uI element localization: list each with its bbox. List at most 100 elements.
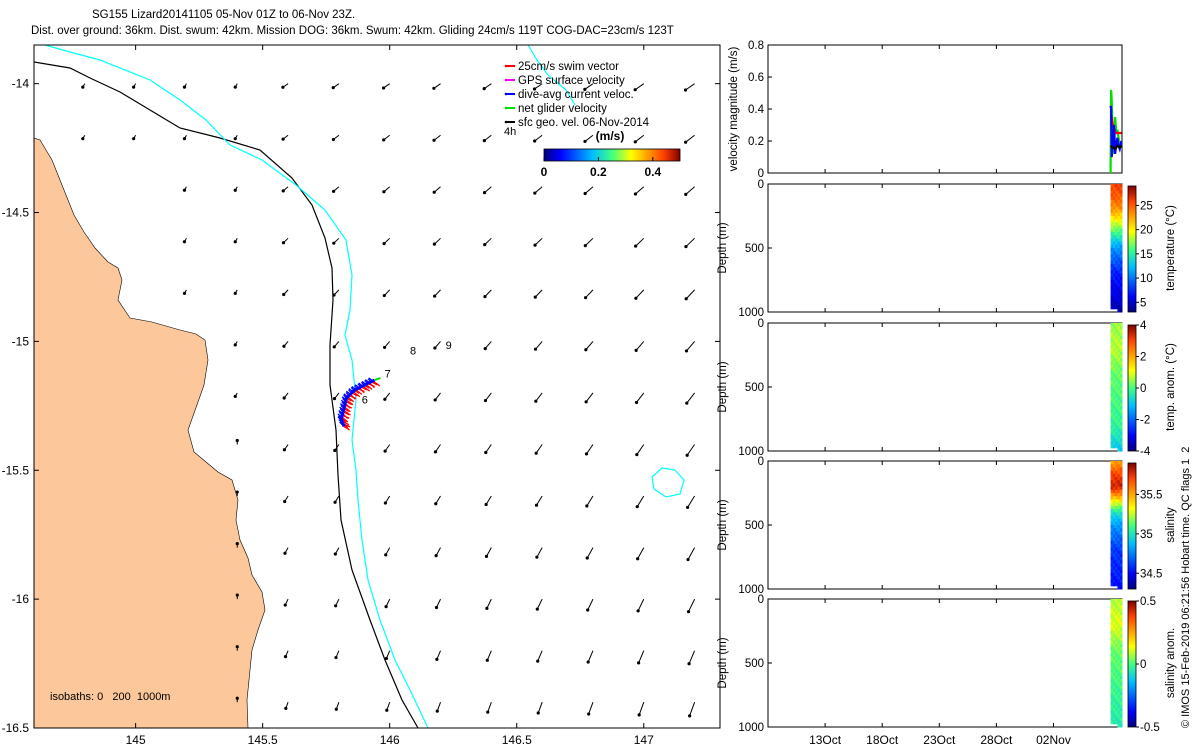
section-cell [1117,483,1121,488]
section-cell [1110,428,1114,433]
section-cell [1110,502,1114,507]
section-cell [1115,232,1118,236]
colorbar-label: temperature (°C) [1165,205,1177,291]
section-cell [1119,537,1123,542]
section-cell [1117,409,1121,414]
section-cell [1112,187,1116,191]
section-cell [1112,305,1116,310]
section-cell [1119,374,1123,378]
section-cell [1112,563,1116,568]
section-cell [1115,679,1118,683]
section-cell [1119,467,1123,472]
velocity-arrow-head [684,297,688,301]
section-cell [1119,308,1123,313]
section-cell [1117,464,1121,468]
section-cell [1119,435,1123,439]
velocity-arrow [485,392,492,401]
velocity-arrow-head [382,138,386,142]
velocity-arrow-head [182,291,187,295]
section-cell [1110,489,1114,494]
velocity-arrow-head [482,87,486,91]
section-cell [1117,390,1121,394]
section-cell [1110,640,1114,645]
section-cell [1117,232,1121,236]
section-cell [1112,351,1116,356]
velocity-arrow [686,444,696,456]
velocity-arrow [535,444,543,454]
velocity-arrow-head [333,448,337,453]
velocity-arrow-head [584,348,588,352]
colorbar-tick-label: 0 [541,165,548,179]
section-cell [1119,666,1123,670]
section-cell [1119,653,1123,658]
section-cell [1110,286,1114,291]
section-cell [1112,393,1116,398]
velocity-arrow-head [484,450,488,455]
section-cell [1110,222,1114,227]
section-cell [1119,650,1123,654]
section-cell [1110,425,1114,430]
section-cell [1110,196,1114,201]
section-cell [1115,512,1118,516]
velocity-arrow-head [635,505,639,509]
section-cell [1112,486,1116,491]
section-cell [1115,537,1118,542]
section-cell [1119,431,1123,436]
section-cell [1110,380,1114,385]
legend-entry: 25cm/s swim vector [518,61,619,73]
section-cell [1112,717,1116,722]
section-cell [1117,493,1121,497]
section-cell [1119,425,1123,430]
section-cell [1110,537,1114,542]
section-cell [1117,403,1121,407]
section-cell [1117,701,1121,706]
section-cell [1119,323,1123,327]
section-cell [1110,406,1114,410]
section-cell [1119,390,1123,394]
panel-colorbar [1127,324,1137,452]
section-cell [1119,557,1123,561]
section-cell [1115,209,1118,214]
velocity-arrow-head [633,140,637,144]
velocity-arrow-head [283,499,287,504]
section-cell [1117,393,1121,398]
section-cell [1119,403,1123,407]
section-cell [1119,634,1123,638]
section-cell [1115,496,1118,500]
section-cell [1115,477,1118,481]
velocity-arrow-head [584,400,588,404]
section-cell [1119,631,1123,635]
y-tick-label: -16.5 [2,721,30,735]
section-cell [1115,228,1118,233]
section-cell [1110,602,1114,606]
section-cell [1117,200,1121,204]
velocity-arrow [635,341,645,351]
section-cell [1117,438,1121,442]
colorbar-tick-label: 0 [1140,659,1146,671]
section-cell [1110,714,1114,718]
section-cell [1110,206,1114,211]
section-cell [1110,566,1114,571]
section-cell [1119,647,1123,651]
section-cell [1115,576,1118,580]
section-cell [1110,515,1114,520]
section-cell [1110,659,1114,664]
section-cell [1117,216,1121,220]
section-cell [1119,698,1123,702]
section-cell [1110,653,1114,658]
velocity-arrow [688,650,696,664]
section-cell [1115,257,1118,262]
section-cell [1119,339,1123,343]
velocity-arrow [685,186,695,195]
section-cell [1112,627,1116,632]
velocity-arrow [587,598,594,611]
depth-tick-label: 1000 [738,584,764,596]
velocity-arrow-head [534,503,539,507]
map-annotation: 7 [385,368,391,380]
section-cell [1119,267,1123,271]
section-cell [1112,675,1116,680]
section-cell [1112,422,1116,426]
velocity-arrow [486,547,492,557]
legend-swatch-dot [504,106,508,110]
section-cell [1119,444,1123,449]
